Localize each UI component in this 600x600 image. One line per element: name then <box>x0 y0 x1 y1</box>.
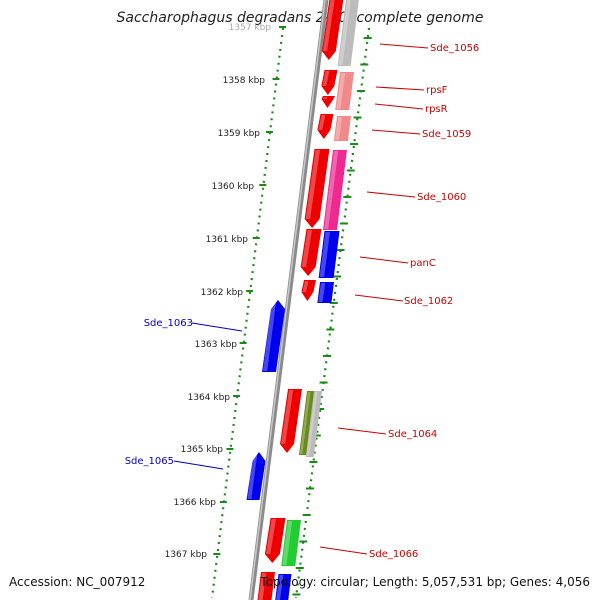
label-callouts <box>173 43 429 555</box>
gene-rpsr[interactable] <box>321 96 336 108</box>
gene-sde-1060-cds[interactable] <box>323 150 347 230</box>
gene-rpsf-cds[interactable] <box>335 72 354 110</box>
gene-sde-1056-cds-highlight <box>338 0 351 65</box>
gene-sde-1056-cds[interactable] <box>337 0 360 66</box>
kbp-label: 1363 kbp <box>195 340 238 350</box>
gene-sde-1060-cds-highlight <box>324 151 339 229</box>
kbp-label: 1366 kbp <box>174 498 217 508</box>
callout-sde-1062 <box>354 294 404 302</box>
kbp-label: 1365 kbp <box>181 445 224 455</box>
gene-sde-1056[interactable] <box>321 0 344 60</box>
gene-label-sde-1056[interactable]: Sde_1056 <box>430 43 479 54</box>
gene-sde-1056-highlight <box>322 0 335 51</box>
right-dotted-track <box>294 27 371 599</box>
map-title: Saccharophagus degradans 2-40, complete … <box>116 10 484 26</box>
gene-sde-1062-cds[interactable] <box>317 282 334 303</box>
gene-rpsf-highlight <box>322 71 330 86</box>
callout-sde-1060 <box>366 191 416 198</box>
gene-sde-1059-cds[interactable] <box>333 116 351 141</box>
gene-sde-1064-olive-highlight <box>300 392 311 454</box>
gene-sde-1066[interactable] <box>264 518 286 563</box>
gene-rpsf-cds-highlight <box>336 73 346 109</box>
gene-panc-cds[interactable] <box>318 231 340 278</box>
kbp-label: 1361 kbp <box>206 235 249 245</box>
callout-sde-1059 <box>371 129 421 135</box>
callout-sde-1065 <box>173 460 224 470</box>
gene-bottom-2[interactable] <box>275 574 292 600</box>
callout-sde-1066 <box>319 546 368 555</box>
genome-backbone <box>248 0 329 600</box>
gene-panc-cds-highlight <box>319 232 330 277</box>
gene-sde-1064-olive[interactable] <box>299 391 315 455</box>
gene-label-sde-1065[interactable]: Sde_1065 <box>125 456 174 467</box>
kbp-label: 1357 kbp <box>229 23 272 33</box>
kbp-label: 1360 kbp <box>212 182 255 192</box>
gene-sde-1060-highlight <box>305 150 320 219</box>
callout-sde-1056 <box>379 43 429 49</box>
gene-label-rpsr[interactable]: rpsR <box>425 104 448 115</box>
gene-sde-1059[interactable] <box>317 114 334 139</box>
gene-rpsf[interactable] <box>321 70 338 95</box>
gene-sde-1060[interactable] <box>304 149 330 228</box>
kbp-label: 1362 kbp <box>201 288 244 298</box>
gene-sde-1066-highlight <box>265 519 276 554</box>
gene-label-sde-1064[interactable]: Sde_1064 <box>388 429 437 440</box>
callout-panc <box>359 256 409 264</box>
callout-rpsf <box>375 86 425 91</box>
gene-features <box>246 0 360 600</box>
gene-sde-1064[interactable] <box>280 389 302 453</box>
gene-sde-1063[interactable] <box>262 300 285 372</box>
left-dotted-track <box>210 27 285 599</box>
scale-ticks <box>213 26 372 596</box>
gene-sde-1064-highlight <box>281 390 294 444</box>
callout-sde-1064 <box>337 427 387 435</box>
gene-label-sde-1063[interactable]: Sde_1063 <box>144 318 193 329</box>
gene-sde-1065[interactable] <box>246 452 266 500</box>
gene-sde-1064-grey[interactable] <box>305 391 322 457</box>
gene-sde-1063-highlight <box>263 301 277 371</box>
gene-panc-highlight <box>301 230 312 267</box>
kbp-label: 1364 kbp <box>188 393 231 403</box>
gene-sde-1062-highlight <box>302 281 309 292</box>
gene-label-panc[interactable]: panC <box>410 258 436 269</box>
kbp-label: 1358 kbp <box>223 76 266 86</box>
callout-sde-1063 <box>191 322 243 332</box>
gene-label-sde-1062[interactable]: Sde_1062 <box>404 296 453 307</box>
gene-sde-1059-highlight <box>318 115 326 130</box>
gene-sde-1062-cds-highlight <box>318 283 326 302</box>
kbp-labels: 1357 kbp 1358 kbp 1359 kbp 1360 kbp 1361… <box>165 23 272 560</box>
gene-label-sde-1060[interactable]: Sde_1060 <box>417 192 466 203</box>
accession-text: Accession: NC_007912 <box>9 575 146 589</box>
gene-sde-1064-grey-highlight <box>306 392 318 456</box>
topology-text: Topology: circular; Length: 5,057,531 bp… <box>260 575 590 589</box>
callout-rpsr <box>374 103 424 110</box>
gene-bottom-1-highlight <box>258 573 267 600</box>
kbp-label: 1367 kbp <box>165 550 208 560</box>
gene-label-sde-1066[interactable]: Sde_1066 <box>369 549 418 560</box>
gene-bottom-2-highlight <box>276 575 284 600</box>
gene-sde-1062[interactable] <box>301 280 316 301</box>
gene-bottom-1[interactable] <box>257 572 275 600</box>
gene-panc[interactable] <box>300 229 322 276</box>
gene-label-sde-1059[interactable]: Sde_1059 <box>422 129 471 140</box>
gene-labels: Sde_1056 rpsF rpsR Sde_1059 Sde_1060 pan… <box>125 43 480 560</box>
kbp-label: 1359 kbp <box>218 129 261 139</box>
gene-sde-1065-highlight <box>247 453 258 499</box>
gene-sde-1059-cds-highlight <box>334 117 343 140</box>
gene-label-rpsf[interactable]: rpsF <box>426 85 448 96</box>
gene-sde-1066-cds-highlight <box>282 521 293 565</box>
gene-rpsr-highlight <box>322 97 328 99</box>
genome-backbone-highlight <box>249 0 326 600</box>
gene-sde-1066-cds[interactable] <box>281 520 301 566</box>
